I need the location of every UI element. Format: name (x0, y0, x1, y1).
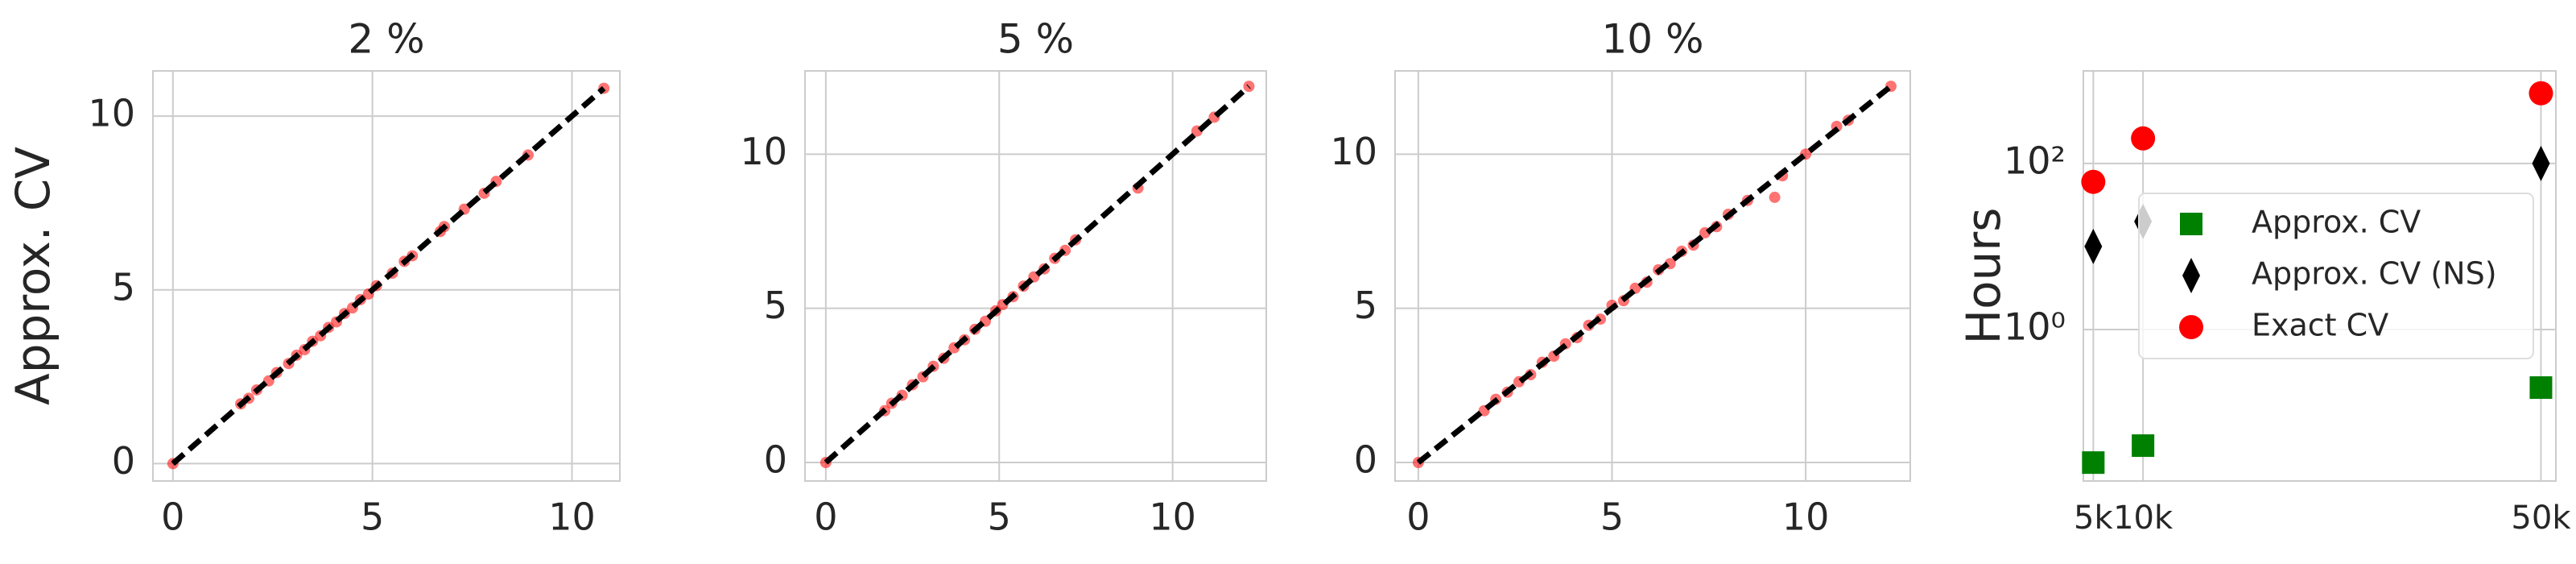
y-tick-label: 10⁰ (2004, 305, 2066, 348)
y-tick-label: 5 (764, 284, 787, 327)
y-tick-label: 5 (1354, 284, 1377, 327)
legend-box (2138, 193, 2534, 359)
reference-line (171, 85, 606, 467)
x-tick-label: 5k (2074, 500, 2113, 537)
marker-diamond (2532, 145, 2550, 181)
y-axis-label: Approx. CV (6, 147, 60, 405)
marker-square (2132, 434, 2155, 458)
x-tick-label: 10 (1149, 496, 1196, 539)
x-tick-label: 5 (988, 496, 1011, 539)
data-point (1769, 191, 1781, 203)
y-tick-label: 10 (88, 92, 135, 135)
x-tick-label: 0 (161, 496, 184, 539)
data-point (1243, 81, 1255, 93)
y-tick-label: 10² (2004, 139, 2066, 182)
legend-label: Approx. CV (2252, 205, 2421, 240)
x-tick-label: 10 (548, 496, 596, 539)
y-tick-label: 0 (1354, 438, 1377, 482)
x-tick-label: 0 (1406, 496, 1430, 539)
y-axis-label: Hours (1956, 208, 2011, 345)
legend-marker (2179, 315, 2203, 339)
x-tick-label: 0 (814, 496, 837, 539)
panel-title: 2 % (348, 16, 424, 63)
legend-marker (2182, 258, 2200, 293)
legend-label: Approx. CV (NS) (2252, 256, 2497, 292)
x-tick-label: 50k (2511, 500, 2571, 537)
marker-circle (2081, 169, 2106, 194)
marker-square (2529, 376, 2553, 400)
y-tick-label: 0 (112, 439, 135, 483)
x-tick-label: 10 (1782, 496, 1830, 539)
marker-circle (2529, 81, 2553, 106)
y-tick-label: 5 (112, 265, 135, 309)
panel-title: 5 % (997, 16, 1074, 63)
x-tick-label: 5 (1600, 496, 1624, 539)
y-tick-label: 10 (1330, 130, 1377, 173)
marker-square (2082, 451, 2105, 475)
marker-circle (2131, 126, 2156, 151)
x-tick-label: 5 (361, 496, 384, 539)
marker-diamond (2084, 228, 2103, 264)
y-tick-label: 10 (740, 130, 787, 173)
legend-marker (2180, 213, 2202, 235)
y-tick-label: 0 (764, 438, 787, 482)
x-tick-label: 10k (2113, 500, 2174, 537)
reference-line (824, 84, 1251, 465)
legend-label: Exact CV (2252, 308, 2388, 343)
panel-title: 10 % (1601, 16, 1703, 63)
reference-line (1416, 84, 1893, 465)
